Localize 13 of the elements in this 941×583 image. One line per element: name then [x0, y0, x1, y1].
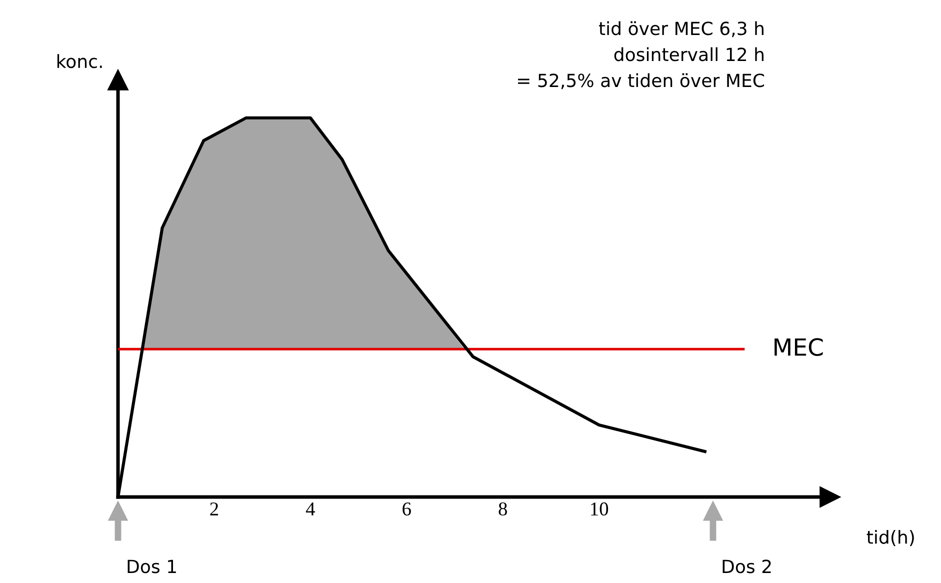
x-axis-title: tid(h)	[866, 530, 914, 546]
x-tick-label: 2	[210, 502, 218, 516]
x-tick-label: 6	[402, 502, 411, 516]
ref-line-label: MEC	[774, 338, 823, 356]
text: Dos 2	[722, 560, 771, 574]
text: dosintervall 12 h	[614, 47, 764, 62]
x-tick-label: 4	[306, 502, 315, 516]
x-tick-label: 10	[591, 502, 608, 516]
text: = 52,5% av tiden över MEC	[518, 73, 764, 90]
x-tick-label: 8	[498, 502, 507, 516]
text: tid över MEC 6,3 h	[598, 21, 764, 38]
text: Dos 1	[128, 560, 176, 574]
y-axis-title: konc.	[57, 54, 102, 68]
